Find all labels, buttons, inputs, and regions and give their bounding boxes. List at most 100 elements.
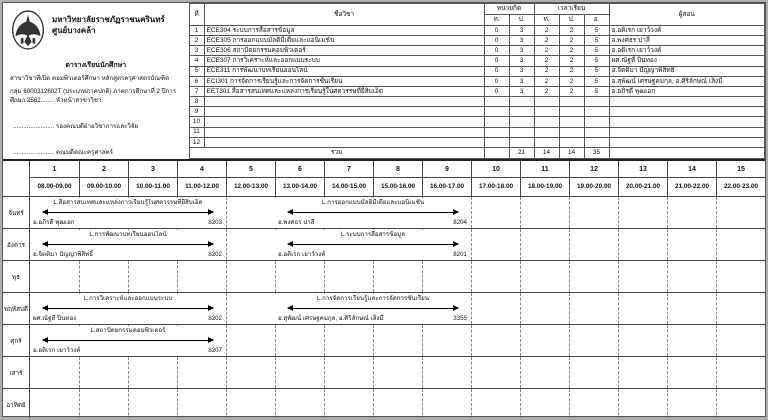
credit-lab: 3 [508,35,535,47]
course-teacher: อ.สุพัฒน์ เศรษฐคมกุล, อ.ศิริลักษณ์ เส็งม… [608,75,766,87]
time-slot-header: 1 08.00-09.00 [30,161,79,196]
timetable-cell [324,357,373,388]
time-lecture: 2 [533,35,560,47]
timetable-cell [569,325,618,356]
slot-time-range: 14.00-15.00 [331,183,367,190]
timetable-cell [520,357,569,388]
course-name: ECE306 สถาปัตยกรรมคอมพิวเตอร์ [203,45,485,57]
day-row: อังคาร L.การพัฒนาบทเรียนออนไลน์ อ.จิตติมา … [3,228,765,260]
time-lab [558,116,585,128]
timetable-cell [667,325,716,356]
timetable-cell [226,357,275,388]
course-block: L.สถาปัตยกรรมคอมพิวเตอร์ อ.อดิเรก เยาว์วง… [30,326,226,356]
timetable-cell [618,293,667,324]
credit-lab: 3 [508,75,535,87]
course-teacher: อ.อดิเรก เยาว์วงค์ [608,24,766,37]
course-block: L.การจัดการเรียนรู้และการจัดการชั้นเรียน… [275,294,471,324]
timetable-cell [30,357,79,388]
credit-lab [508,136,535,149]
timetable-cell [667,261,716,292]
slot-time-range: 08.00-09.00 [37,183,72,190]
university-names: มหาวิทยาลัยราชภัฏราชนครินทร์ ศูนย์บางคล้… [52,9,165,37]
slot-number: 4 [178,161,226,178]
timetable-cell [471,293,520,324]
time-lab [558,96,585,108]
col-subheader-credit-lecture: ท. [483,14,510,26]
timetable-cell [226,389,275,418]
col-subheader-time-lab: ป. [558,14,585,26]
course-block-room: 8207 [208,346,222,354]
time-lab: 2 [558,85,585,98]
time-span-arrow-icon [42,304,214,311]
course-teacher: อ.จิตติมา ปัญญาพิสิทธิ์ [608,65,766,77]
slot-time-range: 10.00-11.00 [136,183,170,190]
timetable-cell [373,325,422,356]
timetable-cell [569,197,618,228]
timetable-cell [226,229,275,260]
timetable-cell [422,325,471,356]
signature-dots: ........................ [13,149,55,156]
timetable-cell [128,389,177,418]
day-row: พฤหัสบดี L.การวิเคราะห์และออกแบบระบบ ผศ.ณั… [3,292,765,324]
signature-dots: ........................ [13,123,55,130]
timetable-cell [569,357,618,388]
day-row: จันทร์ L.สื่อสารสนเทศและแหล่งการเรียนรู้ใ… [3,196,765,228]
course-name [203,116,485,128]
course-row: 3 ECE306 สถาปัตยกรรมคอมพิวเตอร์ 0 3 2 2 5 อ.อดิ… [188,45,766,57]
col-subheader-credit-lab: ป. [508,14,535,26]
time-slot-header: 11 18.00-19.00 [520,161,569,196]
time-lecture [533,136,560,149]
course-block-room: 8204 [453,218,467,226]
campus-name: ศูนย์บางคล้า [52,25,96,35]
course-row: 11 [188,126,766,138]
slot-time-range: 16.00-17.00 [429,183,465,190]
time-span-arrow-icon [287,240,459,247]
course-teacher [608,116,766,128]
course-block: L.สื่อสารสนเทศและแหล่งการเรียนรู้ในศตวรร… [30,198,226,228]
course-name: EET301 สื่อสารสนเทศและแหล่งการเรียนรู้ใน… [203,85,485,98]
course-block-room: 8202 [208,250,222,258]
course-list-table: ที่ ชื่อวิชา หน่วยกิต เวลาเรียน ผู้สอน ท… [188,3,766,159]
time-lecture [533,96,560,108]
credit-lab: 3 [508,85,535,98]
time-slot-header: 4 11.00-12.00 [177,161,226,196]
time-lab: 2 [558,75,585,87]
time-self [583,126,610,138]
course-row: 9 [188,106,766,118]
time-lab: 2 [558,55,585,67]
totals-value [483,147,510,159]
time-slot-header: 3 10.00-11.00 [128,161,177,196]
timetable-cell [569,389,618,418]
group-line: กลุ่ม 6000312602T (ประเภทภาคปกติ) ภาคการ… [10,87,177,104]
time-self [583,106,610,118]
day-row: พุธ [3,260,765,292]
course-totals-row: รวม 21 14 14 35 [188,147,766,159]
credit-lecture: 0 [483,65,510,77]
slot-number: 2 [80,161,128,178]
totals-value: 35 [583,147,610,159]
day-label: จันทร์ [3,197,30,228]
time-span-arrow-icon [42,240,214,247]
slot-time-range: 15.00-16.00 [380,183,416,190]
timetable-cell [618,261,667,292]
timetable-cell [471,229,520,260]
course-teacher: อ.อภิรดี พุฒเอก [608,85,766,98]
course-name: ECE305 การออกแบบมัลติมีเดียและแอนิเมชัน [203,35,485,47]
signature-label: รองคณบดีฝ่ายวิชาการและวิจัย [56,123,139,130]
timetable-cell [128,357,177,388]
time-slot-header: 13 20.00-21.00 [618,161,667,196]
timetable-cell [373,357,422,388]
timetable-cell [324,261,373,292]
course-block-room: 8202 [208,314,222,322]
slot-time-range: 11.00-12.00 [185,183,219,190]
course-teacher [608,106,766,118]
slot-number: 6 [276,161,324,178]
course-block: L.การวิเคราะห์และออกแบบระบบ ผศ.ณัฐที ปิ่น… [30,294,226,324]
day-row: อาทิตย์ [3,388,765,418]
slot-time-range: 17.00-18.00 [478,183,514,190]
timetable-cell [79,261,128,292]
credit-lecture [483,96,510,108]
day-label: พฤหัสบดี [3,293,30,324]
slot-time-range: 13.00-14.00 [282,183,318,190]
timetable-cell [618,229,667,260]
